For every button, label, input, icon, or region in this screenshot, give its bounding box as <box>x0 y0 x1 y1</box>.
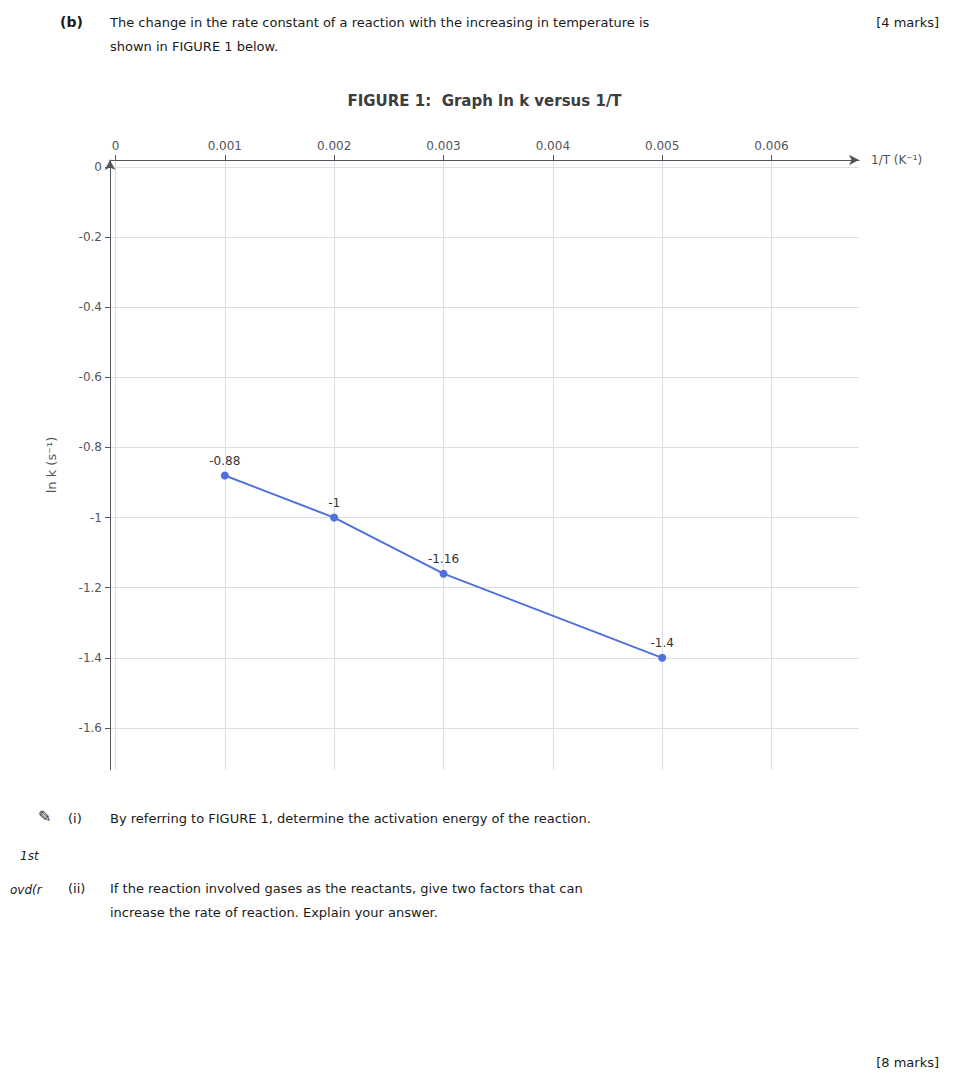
svg-text:0: 0 <box>94 160 102 174</box>
svg-text:[4 marks]: [4 marks] <box>876 15 939 30</box>
svg-text:0.002: 0.002 <box>317 139 351 153</box>
svg-text:-1.4: -1.4 <box>79 651 102 665</box>
svg-text:-1: -1 <box>328 496 340 510</box>
svg-text:(ii): (ii) <box>68 881 85 896</box>
svg-text:-1.4: -1.4 <box>650 636 673 650</box>
svg-text:-1.16: -1.16 <box>428 552 459 566</box>
svg-text:ovd(r: ovd(r <box>10 883 43 897</box>
svg-text:FIGURE 1: Graph ln k versus 1: FIGURE 1: Graph ln k versus 1/T <box>347 92 622 110</box>
svg-text:✎: ✎ <box>38 807 51 826</box>
svg-text:0.005: 0.005 <box>645 139 679 153</box>
svg-text:-0.6: -0.6 <box>79 370 102 384</box>
svg-text:0: 0 <box>112 139 120 153</box>
svg-text:(b): (b) <box>60 14 83 30</box>
svg-text:-0.8: -0.8 <box>79 440 102 454</box>
svg-text:0.003: 0.003 <box>426 139 460 153</box>
svg-text:1/T (K⁻¹): 1/T (K⁻¹) <box>871 153 922 167</box>
svg-text:By referring to FIGURE 1, dete: By referring to FIGURE 1, determine the … <box>110 811 591 826</box>
svg-text:-0.2: -0.2 <box>79 230 102 244</box>
svg-text:The change in the rate constan: The change in the rate constant of a rea… <box>109 15 650 30</box>
svg-text:increase the rate of reaction.: increase the rate of reaction. Explain y… <box>110 905 438 920</box>
svg-text:(i): (i) <box>68 811 82 826</box>
svg-text:-1: -1 <box>90 511 102 525</box>
svg-text:If the reaction involved gases: If the reaction involved gases as the re… <box>110 881 583 896</box>
svg-text:0.001: 0.001 <box>208 139 242 153</box>
svg-text:-1.6: -1.6 <box>79 721 102 735</box>
svg-text:ln k (s⁻¹): ln k (s⁻¹) <box>44 437 59 494</box>
svg-text:1st: 1st <box>20 849 40 863</box>
svg-text:-0.88: -0.88 <box>209 454 240 468</box>
svg-text:0.006: 0.006 <box>754 139 788 153</box>
svg-text:[8 marks]: [8 marks] <box>876 1055 939 1070</box>
svg-text:-0.4: -0.4 <box>79 300 102 314</box>
svg-text:0.004: 0.004 <box>536 139 570 153</box>
svg-text:-1.2: -1.2 <box>79 581 102 595</box>
svg-text:shown in FIGURE 1 below.: shown in FIGURE 1 below. <box>110 39 278 54</box>
